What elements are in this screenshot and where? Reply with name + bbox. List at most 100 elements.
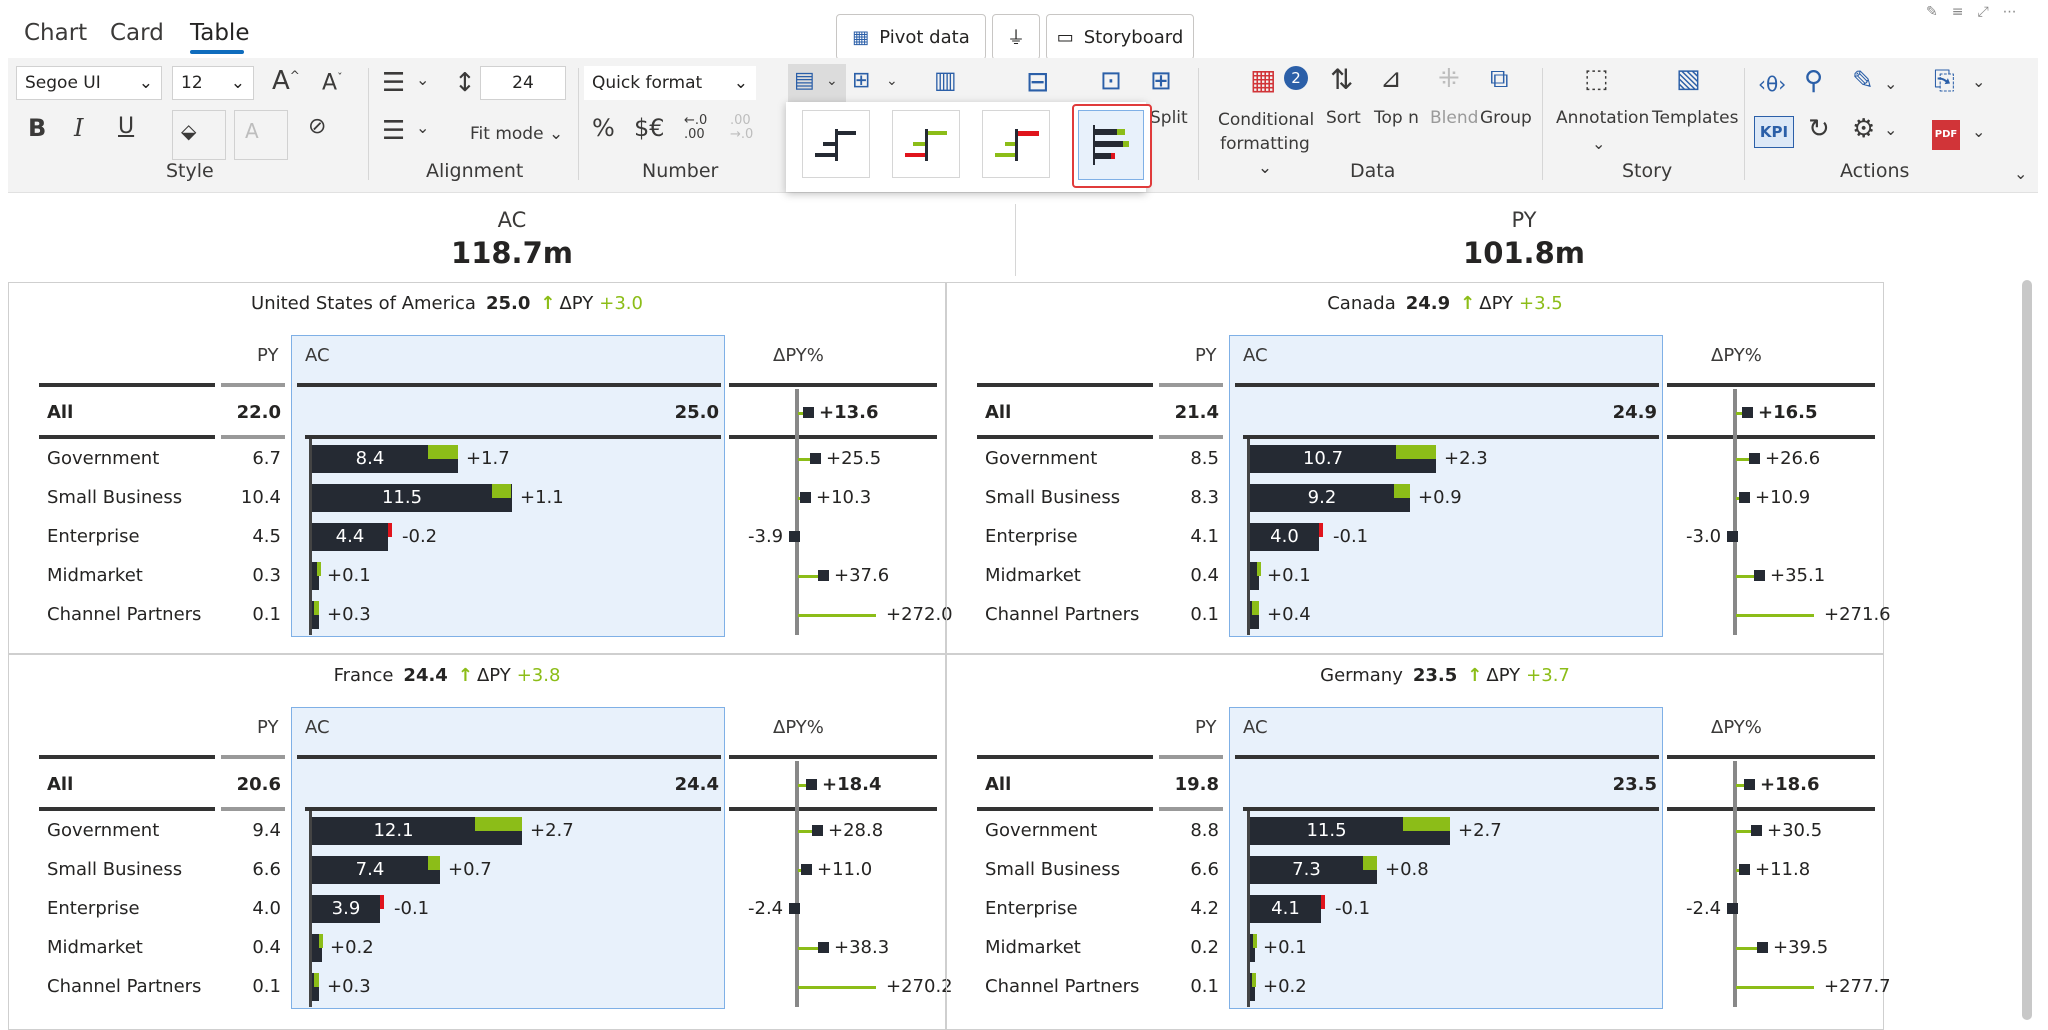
pivot-icon: ▦	[852, 26, 870, 48]
pct-pin-head	[810, 453, 821, 464]
conditional-formatting-button[interactable]: Conditional formatting ⌄	[1218, 110, 1315, 178]
row-label: Government	[47, 820, 160, 841]
italic-button[interactable]: I	[74, 114, 84, 142]
hierarchy-icon[interactable]: ⊞	[852, 68, 871, 93]
grid-layout-icon[interactable]: ⊟	[1026, 65, 1050, 98]
py-value: 4.1	[1190, 526, 1219, 547]
layout-option-3[interactable]	[982, 110, 1050, 178]
column-header-py: PY	[257, 345, 279, 366]
delta-label: +0.3	[327, 604, 371, 625]
fill-color-button[interactable]: ⬙	[172, 110, 226, 160]
chevron-down-icon[interactable]: ⌄	[1972, 122, 1986, 141]
row-height-input[interactable]: 24	[480, 66, 566, 100]
column-settings-icon[interactable]: ▥	[934, 66, 957, 94]
column-header-pct: ΔPY%	[1711, 717, 1762, 738]
percent-button[interactable]: %	[592, 114, 615, 142]
cf-label-1: Conditional	[1218, 110, 1315, 130]
layout-option-1[interactable]	[802, 110, 870, 178]
sort-icon[interactable]: ⇅	[1330, 63, 1354, 96]
blend-label[interactable]: Blend	[1430, 108, 1479, 128]
ac-bar	[312, 601, 319, 629]
currency-button[interactable]: $€	[634, 114, 665, 142]
group-icon[interactable]: ⧉	[1490, 64, 1509, 94]
chevron-down-icon[interactable]: ⌄	[416, 118, 430, 137]
font-size-select[interactable]: 12 ⌄	[172, 66, 254, 100]
delta-label: +1.7	[466, 448, 510, 469]
filter-button[interactable]: ⏚	[992, 14, 1040, 60]
pin-icon[interactable]: ✎	[1926, 4, 1952, 20]
align-left-icon[interactable]: ☰	[382, 68, 406, 98]
pct-label: +16.5	[1758, 402, 1818, 423]
collapse-ribbon-icon[interactable]: ⌄	[2014, 164, 2028, 183]
split-label[interactable]: Split	[1150, 108, 1188, 128]
sort-label[interactable]: Sort	[1326, 108, 1361, 128]
layout-dropdown-button[interactable]: ▤ ⌄	[788, 64, 846, 104]
panel-delta-value: +3.8	[516, 665, 561, 686]
templates-icon[interactable]: ▧	[1676, 64, 1701, 94]
tab-chart[interactable]: Chart	[24, 20, 88, 46]
chevron-down-icon[interactable]: ⌄	[1972, 72, 1986, 91]
clear-format-icon[interactable]: ⊘	[308, 114, 327, 139]
pct-pin-head	[818, 942, 829, 953]
export-settings-icon[interactable]: ⎘	[1934, 66, 1955, 96]
table-panel: United States of America 25.0 ↑ ΔPY +3.0 PY AC…	[8, 282, 953, 654]
layout-option-2[interactable]	[892, 110, 960, 178]
annotation-button[interactable]: Annotation	[1556, 108, 1650, 128]
top-n-icon[interactable]: ⊿	[1380, 64, 1402, 94]
chart-settings-icon[interactable]: ⊡	[1100, 66, 1122, 96]
blend-icon[interactable]: ⁜	[1438, 64, 1460, 94]
window-controls[interactable]: ✎≡⤢⋯	[1926, 4, 2031, 20]
templates-button[interactable]: Templates	[1652, 108, 1739, 128]
pivot-data-button[interactable]: ▦ Pivot data	[836, 14, 986, 60]
more-icon[interactable]: ⋯	[2002, 4, 2031, 20]
brush-icon[interactable]: ✎	[1852, 66, 1874, 96]
decrease-decimal-button[interactable]: .00 →.0	[730, 113, 754, 142]
variables-icon[interactable]: ‹θ›	[1758, 72, 1787, 96]
bold-button[interactable]: B	[28, 114, 47, 142]
fit-mode-dropdown[interactable]: Fit mode ⌄	[470, 124, 564, 144]
quick-format-dropdown[interactable]: Quick format ⌄	[584, 66, 756, 100]
increase-decimal-button[interactable]: ←.0.00	[684, 113, 708, 142]
decrease-font-icon[interactable]: Aˇ	[322, 70, 343, 96]
column-header-py: PY	[1195, 717, 1217, 738]
refresh-icon[interactable]: ↻	[1808, 114, 1830, 144]
kpi-toggle-button[interactable]: KPI	[1754, 116, 1794, 148]
kpi-ac-value: 118.7m	[451, 236, 573, 270]
font-family-value: Segoe UI	[25, 73, 101, 93]
chevron-down-icon[interactable]: ⌄	[416, 70, 430, 89]
tab-table[interactable]: Table	[190, 20, 250, 46]
vertical-align-icon[interactable]: ☰	[382, 116, 406, 146]
increase-font-icon[interactable]: A^	[272, 66, 300, 96]
conditional-formatting-icon[interactable]: ▦	[1250, 63, 1277, 96]
header-line-ac	[297, 755, 721, 759]
underline-button[interactable]: U	[118, 114, 135, 139]
header-line-category	[39, 383, 215, 387]
group-label[interactable]: Group	[1480, 108, 1532, 128]
top-n-label[interactable]: Top n	[1374, 108, 1419, 128]
annotation-icon[interactable]: ⬚	[1584, 64, 1609, 94]
split-icon[interactable]: ⊞	[1150, 66, 1172, 96]
delta-bar	[492, 484, 511, 498]
chevron-down-icon[interactable]: ⌄	[1592, 134, 1606, 153]
menu-lines-icon[interactable]: ≡	[1951, 4, 1978, 20]
storyboard-button[interactable]: ▭ Storyboard	[1046, 14, 1194, 60]
font-color-button[interactable]: A	[234, 110, 288, 160]
py-value: 8.8	[1190, 820, 1219, 841]
chevron-down-icon[interactable]: ⌄	[886, 73, 898, 89]
tab-card[interactable]: Card	[110, 20, 164, 46]
header-line-py	[1159, 383, 1223, 387]
chevron-down-icon[interactable]: ⌄	[1884, 74, 1898, 93]
pct-pin-line	[1736, 614, 1814, 617]
pct-pin-head	[812, 825, 823, 836]
search-icon[interactable]: ⚲	[1804, 66, 1824, 96]
settings-gear-icon[interactable]: ⚙	[1852, 114, 1876, 144]
row-height-icon[interactable]: ↕	[454, 68, 476, 98]
font-family-select[interactable]: Segoe UI ⌄	[16, 66, 162, 100]
layout-option-4-selected[interactable]	[1072, 104, 1152, 188]
total-line-category	[977, 807, 1153, 811]
pdf-export-icon[interactable]: PDF	[1932, 120, 1960, 150]
pct-axis	[795, 389, 799, 635]
vertical-scrollbar[interactable]	[2022, 280, 2032, 1020]
expand-icon[interactable]: ⤢	[1977, 4, 2003, 20]
chevron-down-icon[interactable]: ⌄	[1884, 120, 1898, 139]
